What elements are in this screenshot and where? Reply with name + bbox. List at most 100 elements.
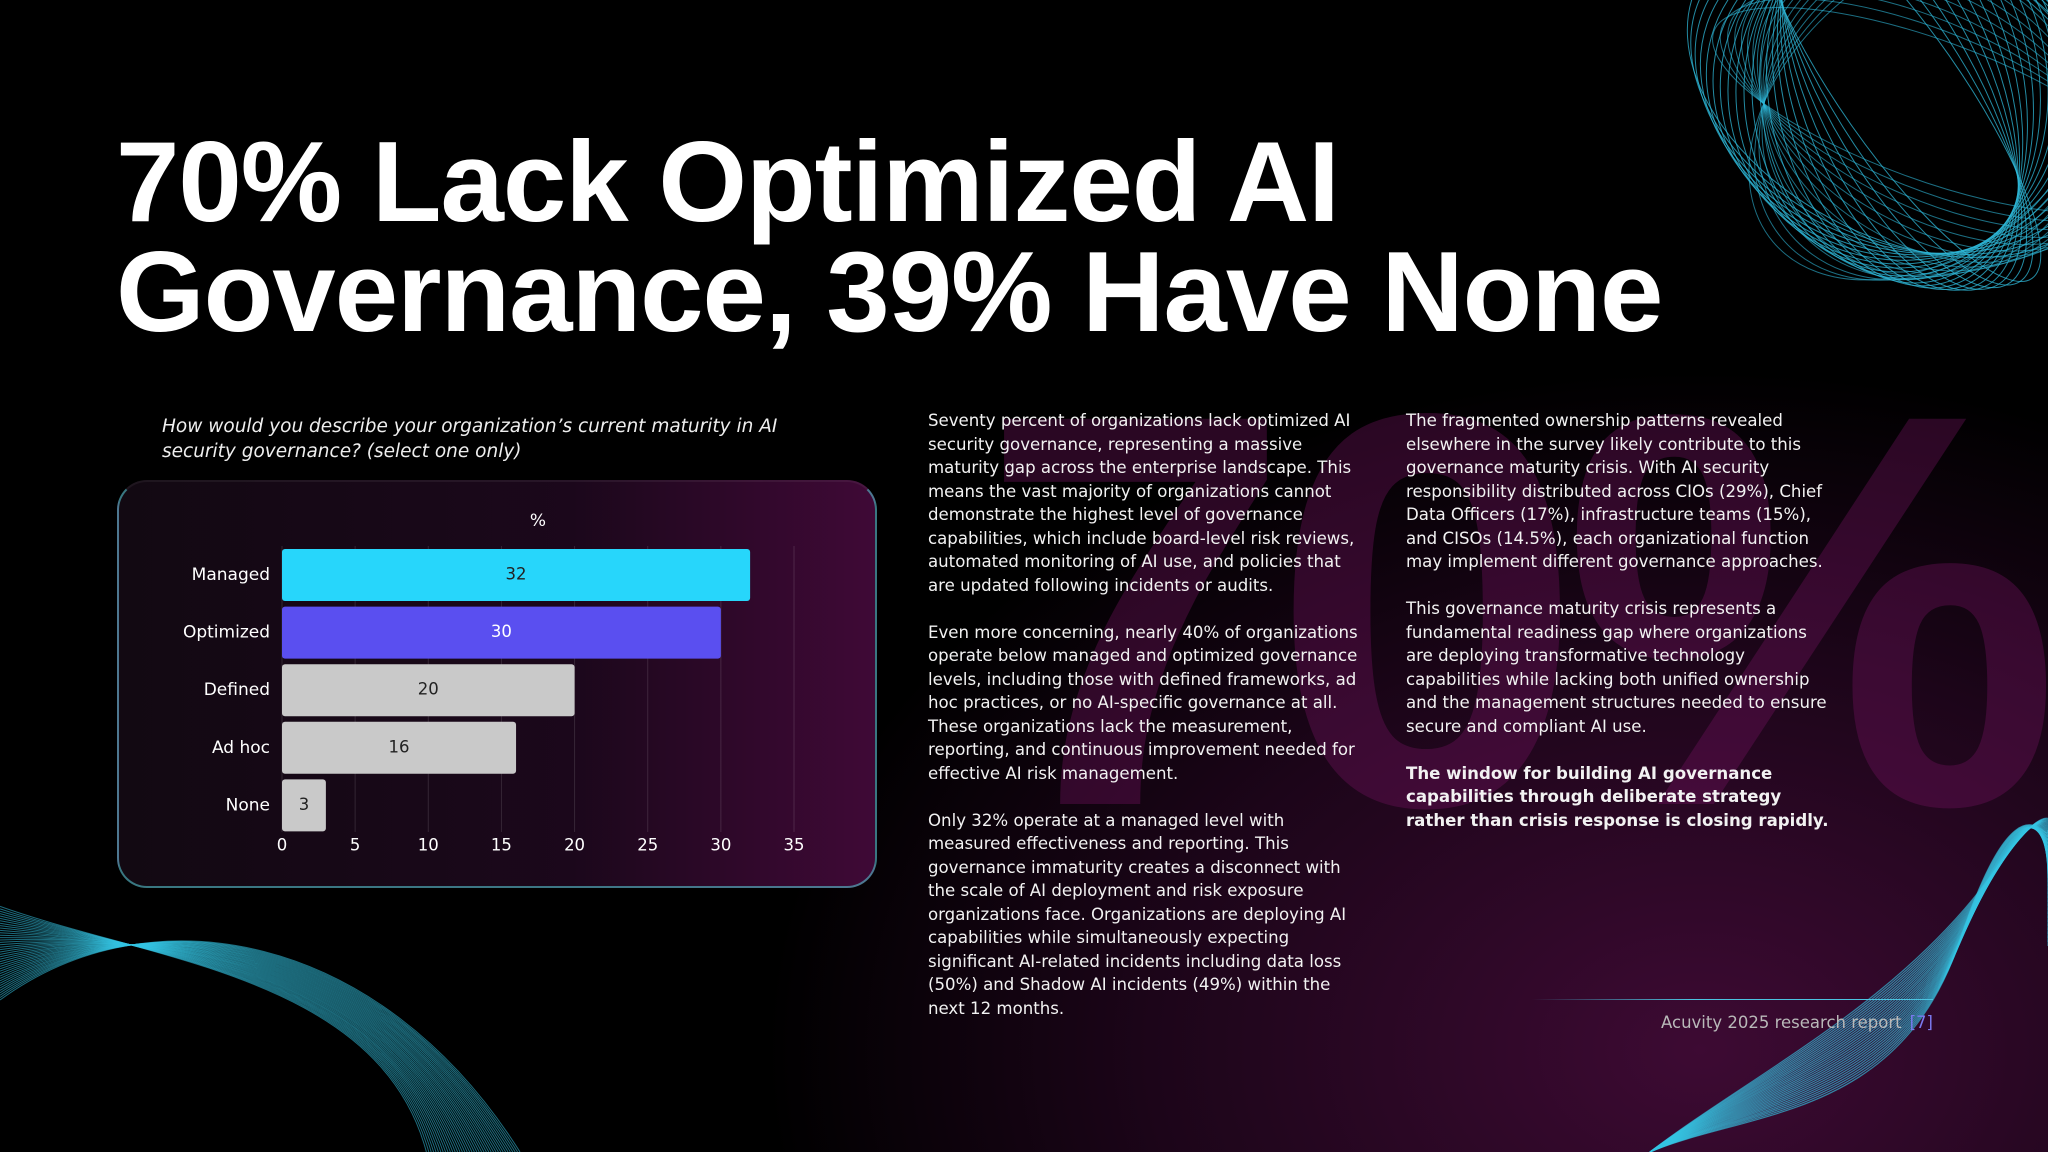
wave-line <box>0 942 471 1152</box>
wave-line <box>0 941 514 1152</box>
mesh-line <box>1690 0 2048 256</box>
text-column: Seventy percent of organizations lack op… <box>928 409 1360 1044</box>
axis-label: % <box>530 511 546 531</box>
wave-line <box>0 944 480 1152</box>
mesh-line <box>1705 0 2048 256</box>
mesh-line <box>1773 0 2027 289</box>
bar <box>282 549 751 601</box>
wave-line <box>0 943 502 1152</box>
title: 70% Lack Optimized AI Governance, 39% Ha… <box>116 126 1663 356</box>
x-tick-label: 30 <box>710 836 731 855</box>
bar <box>282 664 575 717</box>
wave-line <box>0 944 492 1152</box>
wave-line <box>0 915 437 1152</box>
wave-line <box>0 943 499 1152</box>
mesh-line <box>1727 0 2048 231</box>
wave-line <box>0 944 487 1152</box>
paragraph: Only 32% operate at a managed level with… <box>928 810 1347 1018</box>
mesh-line <box>1747 0 2048 252</box>
mesh-line <box>1763 0 2048 278</box>
mesh-line <box>1719 0 2048 222</box>
mesh-line <box>1766 0 2034 286</box>
category-label: Ad hoc <box>212 738 270 758</box>
wave-line <box>0 942 511 1152</box>
mesh-line <box>1752 0 2048 258</box>
mesh-line <box>1719 0 2048 261</box>
value-label: 20 <box>418 680 439 699</box>
category-label: Managed <box>192 565 270 585</box>
mesh-line <box>1756 0 2048 263</box>
chart-question: How would you describe your organization… <box>162 416 778 462</box>
wave-line <box>0 905 427 1152</box>
x-tick-label: 25 <box>637 836 658 855</box>
wave-line <box>0 941 519 1152</box>
mesh-line <box>1779 0 2021 291</box>
title-line: Governance, 39% Have None <box>116 229 1663 356</box>
page-number: [7] <box>1909 1013 1933 1032</box>
wave-line <box>0 938 461 1152</box>
footer-report: Acuvity 2025 research report <box>1661 1013 1902 1032</box>
mesh-line <box>1759 0 2041 281</box>
wave-line <box>0 913 435 1152</box>
mesh-line <box>1734 0 2048 238</box>
callout: The window for building AI governance ca… <box>1406 763 1829 830</box>
bar <box>282 606 721 659</box>
wave-line <box>0 941 516 1152</box>
wave-line <box>0 941 466 1152</box>
x-tick-label: 10 <box>418 836 439 855</box>
x-tick-label: 15 <box>491 836 512 855</box>
wave-line <box>0 940 463 1152</box>
x-tick-label: 0 <box>277 836 288 855</box>
category-label: Defined <box>204 680 270 700</box>
wave-line <box>0 929 451 1152</box>
wave-line <box>0 942 509 1152</box>
wave-line <box>0 932 454 1152</box>
wave-line <box>0 937 459 1152</box>
value-label: 30 <box>491 622 512 641</box>
wave-line <box>0 908 430 1152</box>
wave-line <box>0 944 478 1152</box>
wave-line <box>0 943 504 1152</box>
mesh-line <box>1758 0 2042 283</box>
wave-line <box>0 940 521 1152</box>
paragraph: The fragmented ownership patterns reveal… <box>1406 411 1823 571</box>
wave-line <box>0 922 444 1152</box>
mesh-line <box>1758 0 2048 281</box>
mesh-line <box>1777 0 2023 290</box>
value-label: 32 <box>506 565 527 584</box>
wave-line <box>0 944 495 1152</box>
mesh-line <box>1740 0 2048 246</box>
wave-line <box>0 943 473 1152</box>
wave-line <box>0 910 432 1152</box>
wave-line <box>0 943 497 1152</box>
wave-line <box>0 942 507 1152</box>
mesh-line <box>1762 0 2048 272</box>
wave-line <box>0 917 439 1152</box>
mesh-line <box>1776 0 2024 289</box>
wave-line <box>0 944 483 1152</box>
category-label: None <box>226 795 270 815</box>
mesh-line <box>1748 0 2048 281</box>
x-tick-label: 35 <box>784 836 805 855</box>
bar <box>282 721 517 774</box>
value-label: 3 <box>299 795 310 814</box>
paragraph: Seventy percent of organizations lack op… <box>928 411 1355 595</box>
mesh-line <box>1712 0 2048 258</box>
wave-line <box>0 934 456 1152</box>
mesh-line <box>1686 0 2048 259</box>
category-label: Optimized <box>183 623 270 643</box>
bar <box>282 779 326 832</box>
paragraph: This governance maturity crisis represen… <box>1406 599 1827 736</box>
mesh-line <box>1754 0 2048 281</box>
mesh-line <box>1763 0 2048 275</box>
wave-line <box>0 942 468 1152</box>
footer: Acuvity 2025 research report [7] <box>1661 1013 1933 1032</box>
wave-line <box>0 920 442 1152</box>
paragraph: Even more concerning, nearly 40% of orga… <box>928 622 1358 783</box>
x-tick-label: 20 <box>564 836 585 855</box>
wave-line <box>0 927 449 1152</box>
wave-line <box>0 944 490 1152</box>
